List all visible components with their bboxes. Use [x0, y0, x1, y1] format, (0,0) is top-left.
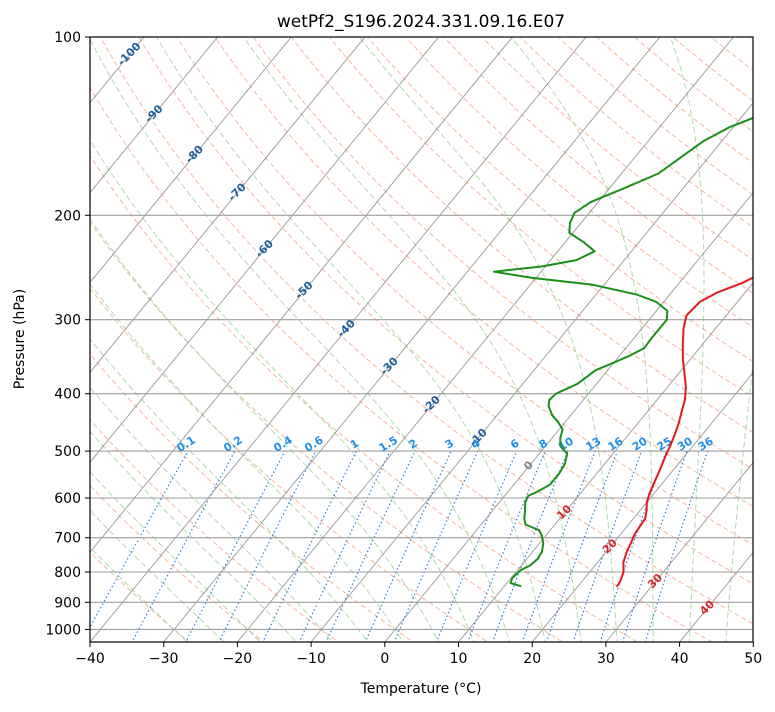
x-tick-label: 50 [744, 651, 762, 667]
x-tick-label: −10 [296, 651, 326, 667]
y-tick-label: 300 [54, 313, 81, 329]
chart-title: wetPf2_S196.2024.331.09.16.E07 [277, 12, 565, 32]
y-tick-label: 500 [54, 444, 81, 460]
y-tick-label: 800 [54, 565, 81, 581]
y-tick-label: 1000 [45, 622, 81, 638]
x-tick-label: 10 [450, 651, 468, 667]
y-tick-label: 100 [54, 30, 81, 46]
y-tick-label: 600 [54, 491, 81, 507]
x-tick-label: 0 [380, 651, 389, 667]
x-tick-label: −20 [223, 651, 253, 667]
x-tick-label: 30 [597, 651, 615, 667]
y-tick-label: 900 [54, 595, 81, 611]
y-tick-label: 400 [54, 387, 81, 403]
y-tick-label: 200 [54, 208, 81, 224]
y-tick-label: 700 [54, 531, 81, 547]
x-tick-label: −30 [149, 651, 179, 667]
x-axis-label: Temperature (°C) [360, 681, 482, 697]
x-tick-label: 20 [523, 651, 541, 667]
y-axis-label: Pressure (hPa) [12, 289, 28, 389]
x-tick-label: −40 [75, 651, 105, 667]
x-tick-label: 40 [671, 651, 689, 667]
